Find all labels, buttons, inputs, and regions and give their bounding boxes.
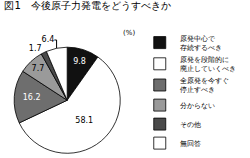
svg-text:58.1: 58.1 [75,116,93,125]
svg-text:6.4: 6.4 [42,35,55,44]
svg-text:その他: その他 [180,121,201,129]
svg-text:原発を段階的に廃止していくべき: 原発を段階的に廃止していくべき [180,56,236,73]
svg-text:9.8: 9.8 [73,57,86,66]
svg-text:原発中心で存続するべき: 原発中心で存続するべき [180,35,222,52]
svg-text:図1 今後原子力発電をどうすべきか: 図1 今後原子力発電をどうすべきか [4,0,170,11]
svg-text:無回答: 無回答 [180,140,201,148]
svg-text:全原発を今すぐ停止すべき: 全原発を今すぐ停止すべき [180,77,229,94]
svg-text:1.7: 1.7 [29,44,42,53]
svg-text:分からない: 分からない [180,102,215,110]
svg-text:16.2: 16.2 [23,93,41,102]
svg-text:(%): (%) [123,29,135,37]
svg-text:7.7: 7.7 [32,64,45,73]
